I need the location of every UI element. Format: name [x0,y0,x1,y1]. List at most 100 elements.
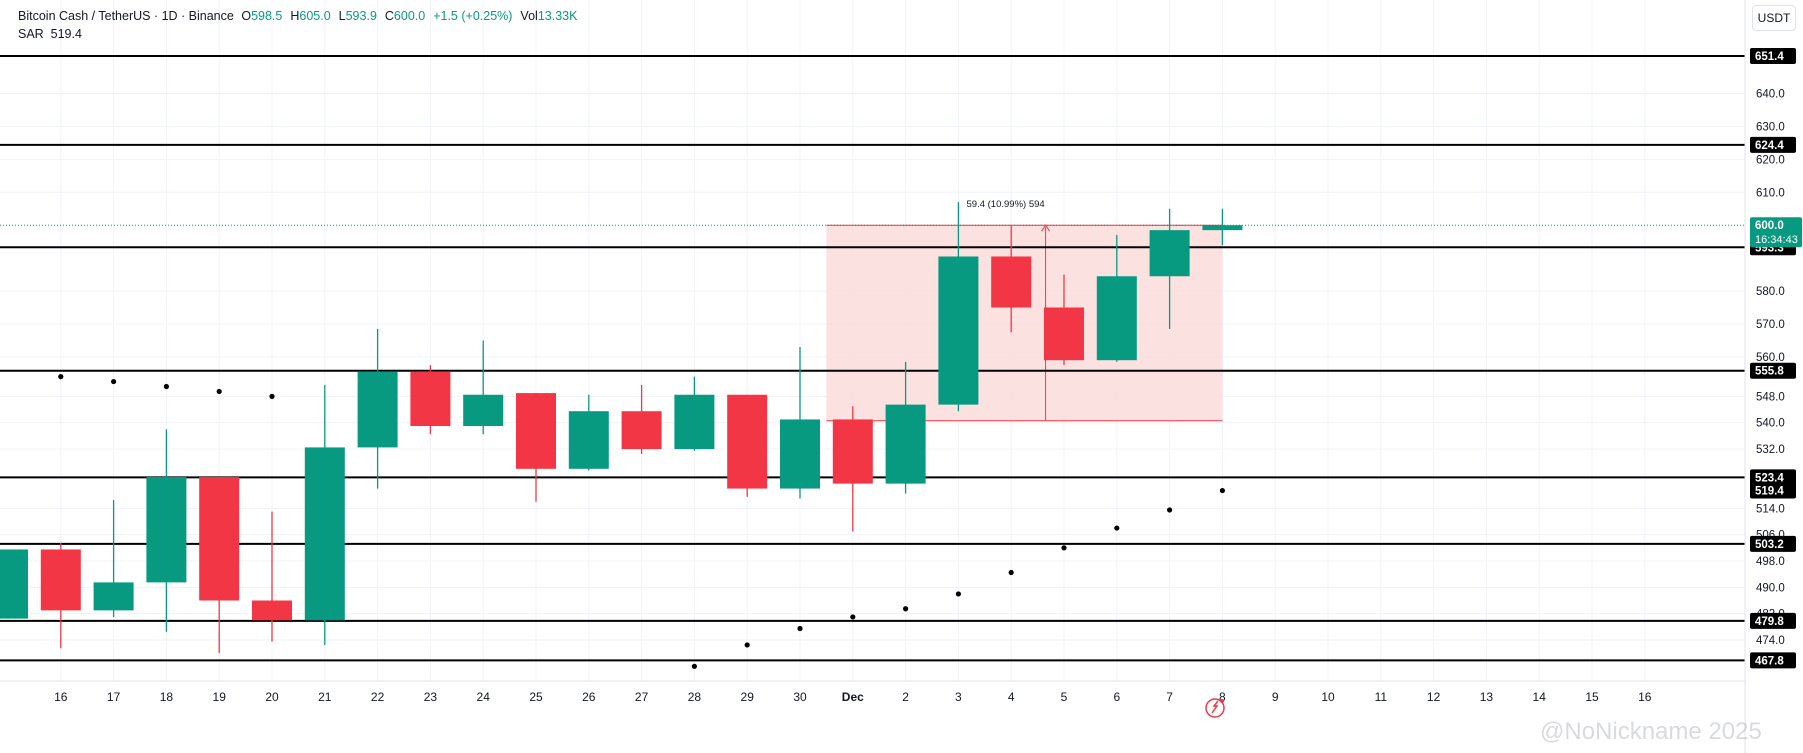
candle-body [885,404,926,484]
candle-body [40,549,81,611]
level-price-tag: 555.8 [1755,366,1784,378]
candle-body [938,256,979,405]
indicator-row[interactable]: SAR 519.4 [18,25,585,43]
candle-body [0,549,28,619]
level-price-tag-bg [1750,535,1796,552]
level-price-tag: 523.4 [1755,472,1784,484]
level-price-tag-bg [1750,612,1796,629]
sar-dot [850,614,856,620]
sar-dot [1114,525,1120,531]
candle-body [1044,307,1084,361]
time-tick-label: 24 [477,690,491,704]
candle-body [463,394,504,427]
level-price-tag: 651.4 [1755,51,1784,63]
time-tick-label: 4 [1008,690,1015,704]
low-value: 593.9 [345,9,377,23]
candle-body [199,477,240,601]
time-tick-label: 14 [1533,690,1547,704]
time-tick-label: Dec [842,690,864,704]
close-value: 600.0 [393,9,426,23]
current-price-tag-bg [1750,217,1802,248]
time-tick-label: 26 [582,690,596,704]
replay-icon-circle [1205,698,1225,718]
time-tick-label: 17 [107,690,121,704]
price-tick-label: 490.0 [1756,582,1785,594]
ohlc-row: Bitcoin Cash / TetherUS · 1D · Binance O… [18,7,585,25]
candle-body [674,394,715,450]
time-tick-label: 25 [529,690,543,704]
vol-label: Vol [520,9,538,23]
price-tick-label: 580.0 [1756,286,1785,298]
price-tick-label: 610.0 [1756,187,1785,199]
current-price-tag: 600.0 [1755,220,1784,232]
price-tick-label: 630.0 [1756,121,1785,133]
price-tick-label: 570.0 [1756,319,1785,331]
price-tick-label: 540.0 [1756,418,1785,430]
close-label: C [384,9,394,23]
replay-icon-dot [1220,699,1224,703]
time-tick-label: 10 [1321,690,1335,704]
indicator-label: SAR [18,27,44,41]
candle-body [357,371,398,448]
candle-body [780,419,820,489]
sar-dot [1061,545,1067,551]
indicator-value: 519.4 [50,27,82,41]
change-value: +1.5 (+0.25%) [433,9,513,23]
price-tick-label: 640.0 [1756,89,1785,101]
time-tick-label: 9 [1272,690,1279,704]
time-tick-label: 22 [371,690,385,704]
sar-dot [1167,507,1173,513]
sar-dot [163,383,169,390]
time-tick-label: 21 [318,690,332,704]
sar-dot [111,378,117,385]
candle-body [516,393,556,469]
level-price-tag: 467.8 [1755,655,1784,667]
price-tick-label: 498.0 [1756,556,1785,568]
time-tick-label: 5 [1061,690,1068,704]
level-price-tag-bg [1750,469,1796,486]
level-price-tag-bg [1750,362,1796,379]
candle-body [568,411,609,469]
price-tick-label: 620.0 [1756,154,1785,166]
time-tick-label: 11 [1375,690,1388,704]
time-tick-label: 27 [635,690,649,704]
time-tick-label: 2 [902,690,909,704]
sar-dot [955,591,962,597]
watermark: @NoNickname 2025 [1540,718,1762,745]
range-arrow-head [1041,224,1051,232]
time-axis[interactable]: 16 17 18 19 20 21 22 23 24 25 26 27 28 29 30 Dec 2 3 4 5 6 7 8… [0,680,1745,704]
time-tick-label: 16 [54,690,68,704]
time-tick-label: 28 [688,690,702,704]
sar-dot [1008,569,1014,576]
high-value: 605.0 [299,9,331,23]
sar-dot [1219,487,1225,494]
sar-dots [58,374,1225,669]
sar-dot [691,663,698,669]
price-tick-label: 532.0 [1756,444,1785,456]
candle-body [727,394,768,489]
price-axis[interactable]: 474.0482.0490.0498.0506.0514.0532.0540.0… [1744,0,1803,753]
range-measure-label: 59.4 (10.99%) 594 [967,199,1045,210]
currency-unit-button[interactable]: USDT [1752,5,1796,31]
symbol-title[interactable]: Bitcoin Cash / TetherUS · 1D · Binance [18,9,234,23]
horizontal-levels [0,55,1745,662]
price-tick-label: 474.0 [1756,635,1785,647]
sar-price-tag: 519.4 [1755,486,1784,498]
time-tick-label: 19 [213,690,227,704]
candle-body [832,419,873,484]
candle-body [1096,276,1137,361]
price-tick-label: 560.0 [1756,352,1785,364]
time-tick-label: 7 [1166,690,1173,704]
replay-icon[interactable] [1205,698,1225,718]
sar-dot [903,606,909,612]
candle-body [146,477,187,583]
vol-value: 13.33K [537,9,578,23]
candle-body [252,600,292,621]
time-tick-label: 15 [1585,690,1599,704]
open-label: O [241,9,252,23]
sar-dot [58,374,64,380]
time-tick-label: 29 [741,690,755,704]
level-price-tag-bg [1750,652,1796,669]
candle-body [304,447,345,621]
